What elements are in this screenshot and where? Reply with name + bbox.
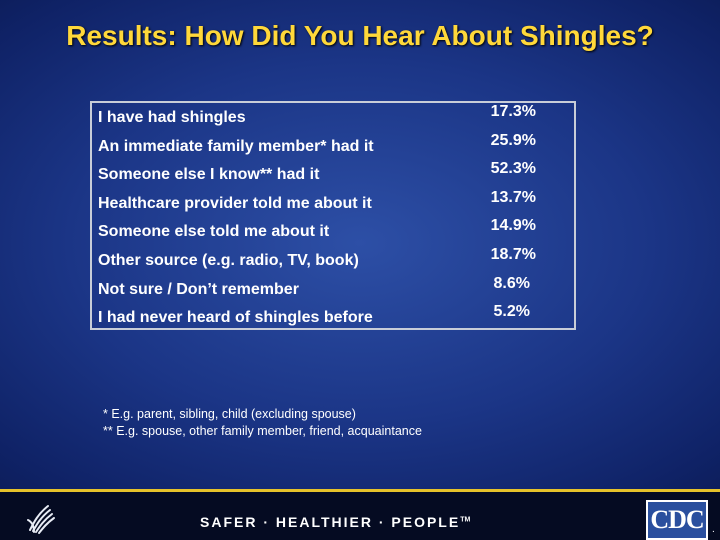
row-label: Not sure / Don’t remember	[98, 280, 299, 298]
row-label: I have had shingles	[98, 109, 246, 126]
slogan-text: SAFER · HEALTHIER · PEOPLE	[200, 514, 461, 530]
corner-mark: .	[712, 524, 715, 535]
row-label: Someone else told me about it	[98, 223, 330, 241]
table-row: An immediate family member* had it 25.9%	[92, 132, 576, 161]
row-value: 13.7%	[490, 188, 536, 206]
slide-title: Results: How Did You Hear About Shingles…	[66, 20, 654, 51]
row-label: I had never heard of shingles before	[98, 309, 373, 327]
footnotes: * E.g. parent, sibling, child (excluding…	[103, 406, 422, 440]
row-value: 52.3%	[490, 160, 536, 178]
cdc-logo-text: CDC	[648, 502, 706, 538]
row-label: Someone else I know** had it	[98, 166, 320, 184]
hhs-eagle-icon	[27, 505, 55, 534]
table-row: I had never heard of shingles before 5.2…	[92, 303, 576, 332]
row-label: Healthcare provider told me about it	[98, 194, 372, 212]
table-row: Not sure / Don’t remember 8.6%	[92, 275, 576, 304]
table-row: Healthcare provider told me about it 13.…	[92, 189, 576, 218]
trademark-mark: TM	[460, 516, 471, 524]
footnote: ** E.g. spouse, other family member, fri…	[103, 424, 422, 438]
footer-accent-line	[0, 489, 720, 492]
row-value: 8.6%	[493, 274, 530, 292]
footnote: * E.g. parent, sibling, child (excluding…	[103, 407, 356, 421]
row-value: 17.3%	[490, 103, 536, 120]
row-label: An immediate family member* had it	[98, 137, 374, 155]
table-row: Other source (e.g. radio, TV, book) 18.7…	[92, 246, 576, 275]
row-label: Other source (e.g. radio, TV, book)	[98, 252, 359, 269]
footer-bar	[0, 492, 720, 540]
row-value: 18.7%	[490, 246, 536, 263]
row-value: 5.2%	[493, 303, 530, 321]
table-row: Someone else told me about it 14.9%	[92, 217, 576, 246]
footer-slogan: SAFER · HEALTHIER · PEOPLETM	[200, 514, 470, 530]
cdc-logo: CDC	[646, 500, 708, 540]
row-value: 14.9%	[490, 217, 536, 235]
table-row: Someone else I know** had it 52.3%	[92, 160, 576, 189]
results-table: I have had shingles 17.3% An immediate f…	[90, 101, 576, 330]
row-value: 25.9%	[490, 131, 536, 149]
table-row: I have had shingles 17.3%	[92, 103, 576, 132]
